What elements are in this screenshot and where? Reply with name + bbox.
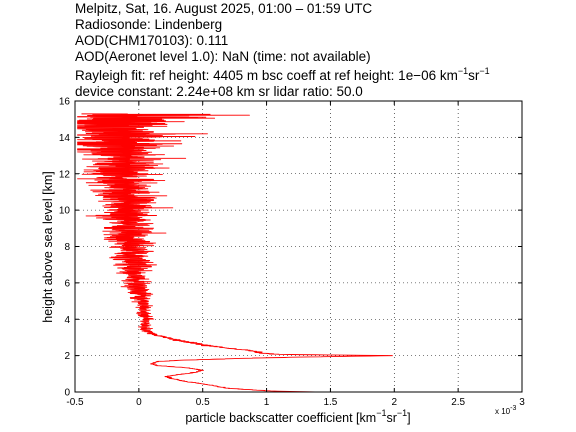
rayleigh-unit-superscript-2: −1: [479, 66, 489, 76]
x-axis-label-end: ]: [407, 411, 410, 425]
rayleigh-fit-text: Rayleigh fit: ref height: 4405 m bsc coe…: [75, 68, 458, 83]
x-axis-label-superscript-1: −1: [376, 408, 386, 418]
rayleigh-unit-sr: sr: [468, 68, 480, 83]
x-axis-label-main: particle backscatter coefficient [km: [185, 411, 376, 425]
x-tick-label: 2.5: [451, 397, 465, 408]
header-line-rayleigh-fit: Rayleigh fit: ref height: 4405 m bsc coe…: [75, 66, 490, 83]
y-axis-label: height above sea level [km]: [41, 171, 55, 322]
x-axis-exponent-base: x 10: [495, 407, 511, 416]
x-tick-label: 0: [136, 397, 142, 408]
series-layer: [77, 113, 393, 393]
y-tick-label: 12: [59, 169, 71, 180]
header-line-aod-chm: AOD(CHM170103): 0.111: [75, 33, 228, 48]
y-tick-label: 2: [64, 351, 70, 362]
x-tick-label: 1.5: [323, 397, 337, 408]
y-tick-label: 14: [59, 133, 71, 144]
x-axis-label: particle backscatter coefficient [km−1sr…: [185, 408, 410, 425]
x-tick-label: 0.5: [196, 397, 210, 408]
y-tick-label: 4: [64, 315, 70, 326]
header-block: Melpitz, Sat, 16. August 2025, 01:00 – 0…: [75, 1, 490, 99]
x-tick-label: 3: [519, 397, 525, 408]
x-axis-exponent-power: -3: [510, 405, 516, 412]
y-tick-label: 16: [59, 97, 71, 108]
backscatter-profile-line: [77, 113, 393, 393]
x-tick-label: 1: [264, 397, 270, 408]
grid-lines: [75, 101, 522, 392]
x-tick-label: 2: [392, 397, 398, 408]
x-tick-label: -0.5: [66, 397, 84, 408]
header-line-radiosonde: Radiosonde: Lindenberg: [75, 17, 222, 32]
y-tick-label: 8: [64, 242, 70, 253]
header-line-device-constant: device constant: 2.24e+08 km sr lidar ra…: [75, 84, 363, 99]
header-line-aod-aeronet: AOD(Aeronet level 1.0): NaN (time: not a…: [75, 49, 371, 64]
x-axis-label-sr: sr: [386, 411, 396, 425]
y-tick-label: 0: [64, 388, 70, 399]
y-tick-label: 10: [59, 206, 71, 217]
x-axis-exponent: x 10-3: [495, 405, 516, 416]
header-line-location-time: Melpitz, Sat, 16. August 2025, 01:00 – 0…: [75, 1, 372, 16]
x-axis-label-superscript-2: −1: [397, 408, 407, 418]
rayleigh-unit-superscript-1: −1: [458, 66, 468, 76]
y-tick-label: 6: [64, 278, 70, 289]
